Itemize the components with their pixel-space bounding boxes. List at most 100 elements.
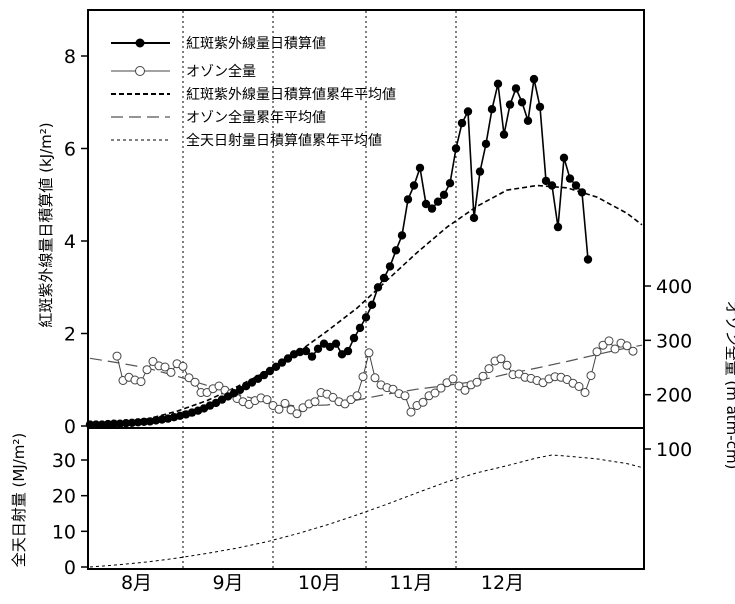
uv-point — [127, 418, 137, 427]
uv-point — [403, 195, 413, 204]
left-y-axis: 0 2 4 6 8 — [64, 46, 88, 438]
uv-point — [463, 107, 473, 116]
ozone-point — [598, 340, 608, 350]
uv-point — [433, 197, 443, 206]
ozone-point — [340, 399, 350, 409]
uv-point — [481, 139, 491, 149]
x-axis: 8月 9月 10月 11月 12月 — [121, 572, 524, 594]
uv-point — [361, 313, 371, 322]
right-y-axis: 100 200 300 400 — [644, 276, 692, 461]
uv-point — [397, 231, 407, 240]
uv-point — [559, 153, 569, 162]
right-tick-label: 200 — [656, 385, 692, 407]
ozone-point — [430, 388, 440, 398]
legend-marker-ozone — [135, 66, 145, 76]
uv-point — [511, 84, 521, 93]
ozone-point — [184, 373, 194, 383]
uv-point — [301, 346, 311, 356]
left-axis-title: 紅斑紫外線量日積算値 (kJ/m²) — [37, 122, 55, 327]
ozone-point — [628, 346, 638, 356]
lower-tick-label: 10 — [52, 521, 76, 543]
legend-label-uv: 紅斑紫外線量日積算値 — [186, 36, 326, 52]
lower-tick-label: 30 — [52, 450, 76, 472]
ozone-point — [610, 344, 620, 354]
ozone-point — [364, 348, 374, 358]
ozone-point — [214, 381, 224, 391]
left-tick-label: 6 — [64, 139, 76, 161]
lower-axis-title: 全天日射量 (MJ/m²) — [10, 433, 28, 568]
uv-point — [577, 188, 587, 197]
uv-point — [367, 300, 377, 309]
uv-point — [535, 102, 545, 112]
uv-point — [85, 420, 95, 429]
uv-point — [331, 339, 341, 348]
uv-point — [253, 374, 263, 383]
ozone-point — [448, 374, 458, 384]
ozone-point — [148, 357, 158, 366]
x-tick-label: 11月 — [389, 572, 432, 594]
uv-point — [259, 370, 269, 380]
ozone-point — [358, 372, 368, 382]
x-tick-label: 8月 — [121, 572, 152, 594]
ozone-point — [370, 373, 380, 383]
uv-point — [439, 190, 449, 199]
ozone-point — [274, 404, 284, 414]
x-tick-label: 10月 — [298, 572, 341, 594]
uv-point — [271, 362, 281, 371]
uv-point — [445, 179, 455, 188]
uv-point — [469, 213, 479, 223]
uv-point — [553, 222, 563, 232]
ozone-point — [280, 398, 290, 408]
uv-point — [109, 419, 119, 428]
left-tick-label: 2 — [64, 324, 76, 346]
uv-point — [523, 116, 533, 126]
right-tick-label: 400 — [656, 276, 692, 298]
legend-label-ozone-avg: オゾン全量累年平均値 — [186, 109, 326, 126]
right-tick-label: 300 — [656, 330, 692, 352]
uv-point — [115, 419, 125, 428]
uv-point — [265, 366, 275, 376]
ozone-point — [502, 360, 512, 370]
uv-point — [343, 346, 353, 356]
uv-point — [247, 378, 257, 387]
ozone-point — [328, 392, 338, 402]
left-tick-label: 4 — [64, 231, 76, 253]
uv-point — [517, 98, 527, 107]
uv-point — [355, 323, 365, 333]
uv-point — [373, 283, 383, 292]
uv-point — [307, 352, 317, 361]
ozone-average-line — [89, 344, 643, 407]
ozone-point — [484, 364, 494, 374]
ozone-point — [178, 361, 188, 371]
ozone-point — [472, 377, 482, 387]
ozone-point — [400, 391, 410, 401]
uv-point — [421, 199, 431, 209]
uv-point — [133, 418, 143, 427]
uv-point — [475, 167, 485, 176]
uv-point — [103, 419, 113, 429]
left-tick-label: 8 — [64, 46, 76, 68]
ozone-point — [592, 347, 602, 357]
uv-point — [541, 176, 551, 186]
ozone-point — [406, 407, 416, 417]
ozone-point — [586, 371, 596, 381]
ozone-point — [136, 377, 146, 387]
ozone-point — [190, 377, 200, 387]
ozone-point — [160, 362, 170, 372]
uv-point — [583, 255, 593, 264]
ozone-point — [388, 384, 398, 394]
solar-average-line — [89, 454, 643, 568]
legend-label-uv-avg: 紅斑紫外線量日積算値累年平均値 — [186, 87, 396, 103]
uv-point — [283, 354, 293, 363]
ozone-point — [574, 382, 584, 391]
ozone-point — [436, 383, 446, 393]
ozone-point — [292, 409, 302, 419]
right-tick-label: 100 — [656, 439, 692, 461]
right-axis-title: オゾン全量 (m atm-cm) — [723, 301, 735, 470]
x-tick-label: 9月 — [212, 572, 243, 594]
uv-point — [571, 181, 581, 190]
uv-point — [385, 262, 395, 271]
legend-marker-uv — [135, 38, 145, 48]
uv-point — [409, 181, 419, 190]
